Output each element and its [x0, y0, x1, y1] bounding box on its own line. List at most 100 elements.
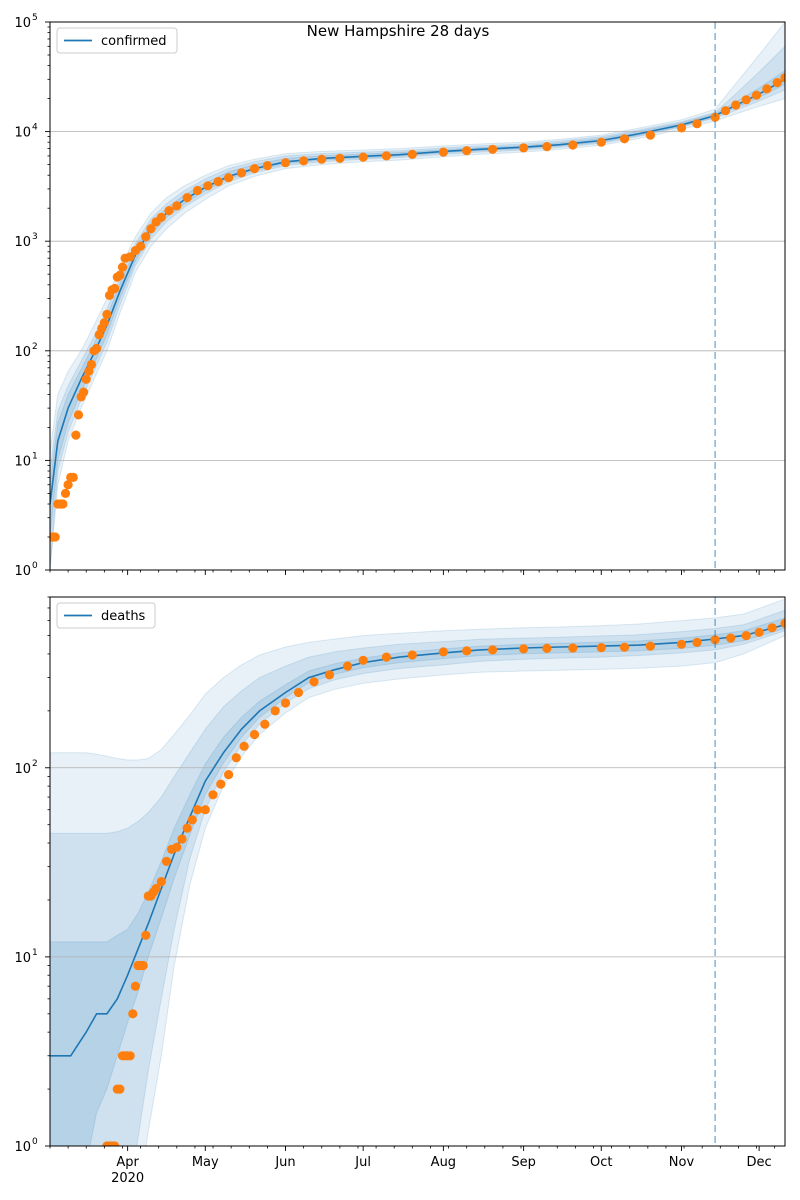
confirmed-observed-point: [676, 123, 687, 133]
deaths-observed-point: [128, 1009, 138, 1019]
confirmed-observed-point: [224, 173, 234, 183]
deaths-observed-point: [177, 834, 187, 844]
confirmed-observed-point: [58, 499, 68, 509]
deaths-observed-point: [676, 639, 687, 649]
confirmed-gridlines: [50, 131, 785, 461]
deaths-observed-point: [151, 883, 161, 894]
deaths-observed-point: [309, 677, 319, 687]
confirmed-observed-point: [280, 158, 291, 168]
confirmed-observed-point: [236, 168, 247, 178]
deaths-axes-frame: [49, 596, 786, 1147]
deaths-observed-point: [438, 647, 448, 657]
deaths-observed-point: [462, 646, 472, 656]
confirmed-observed-point: [488, 144, 498, 154]
deaths-observed-point: [767, 623, 777, 633]
deaths-observed-point: [358, 655, 368, 665]
deaths-observed-point: [200, 805, 210, 815]
confirmed-observed-point: [780, 73, 785, 83]
deaths-observed-point: [692, 637, 702, 648]
confirmed-observed-point: [63, 480, 73, 490]
deaths-y-tick-label: 10: [14, 1140, 31, 1155]
deaths-observed-point: [381, 652, 391, 662]
confirmed-observed-point: [262, 161, 272, 171]
confirmed-observed-point: [192, 185, 203, 196]
confirmed-observed-point: [772, 78, 782, 88]
deaths-observed-point: [710, 635, 720, 645]
confirmed-observed-point: [110, 283, 120, 294]
confirmed-observed-point: [125, 252, 135, 262]
confirmed-observed-point: [438, 147, 448, 157]
deaths-observed-point: [239, 741, 249, 751]
confirmed-y-tick-exponent: 2: [32, 342, 38, 352]
confirmed-observed-point: [172, 201, 182, 211]
deaths-observed-point: [645, 641, 656, 651]
confirmed-observed-point: [542, 142, 552, 152]
confirmed-observed-points: [50, 73, 785, 542]
deaths-observed-point: [208, 790, 218, 800]
confirmed-observed-point: [156, 212, 166, 222]
confirmed-observed-point: [71, 430, 81, 440]
confirmed-axes-frame: [49, 21, 786, 571]
deaths-observed-point: [125, 1051, 135, 1061]
chart-title: New Hampshire 28 days: [307, 22, 490, 40]
deaths-observed-point: [596, 643, 606, 653]
confirmed-y-tick-exponent: 3: [32, 232, 38, 242]
confirmed-y-tick-label: 10: [14, 16, 31, 31]
deaths-x-tick-label: Oct: [590, 1155, 612, 1170]
confirmed-observed-point: [299, 156, 309, 166]
deaths-observed-point: [110, 1141, 120, 1146]
confirmed-observed-point: [86, 359, 96, 370]
deaths-observed-point: [216, 779, 226, 789]
confirmed-y-tick-label: 10: [14, 235, 31, 250]
confirmed-observed-point: [317, 154, 327, 164]
deaths-y-tick-exponent: 2: [32, 759, 38, 769]
deaths-observed-points: [102, 618, 785, 1146]
confirmed-observed-point: [751, 90, 762, 100]
confirmed-y-tick-exponent: 1: [32, 451, 38, 461]
deaths-observed-point: [619, 642, 630, 652]
deaths-observed-point: [138, 960, 148, 971]
deaths-x-tick-label: Dec: [747, 1155, 772, 1170]
confirmed-observed-point: [249, 164, 260, 174]
deaths-observed-point: [224, 770, 234, 780]
confirmed-y-tick-exponent: 0: [32, 561, 38, 571]
confirmed-observed-point: [596, 137, 606, 147]
confirmed-observed-point: [762, 84, 772, 94]
deaths-observed-point: [568, 643, 578, 653]
confirmed-observed-point: [117, 262, 128, 272]
confirmed-legend-box: [56, 27, 178, 54]
deaths-y-tick-exponent: 0: [32, 1137, 38, 1147]
deaths-observed-point: [754, 627, 764, 638]
deaths-observed-point: [249, 729, 260, 740]
confirmed-observed-point: [381, 151, 391, 161]
confirmed-y-tick-label: 10: [14, 454, 31, 469]
deaths-y-tick-exponent: 1: [32, 948, 38, 958]
confirmed-observed-point: [213, 177, 223, 187]
deaths-observed-point: [741, 631, 751, 641]
confirmed-observed-point: [731, 100, 741, 110]
deaths-observed-point: [280, 698, 291, 708]
confirmed-observed-point: [164, 206, 174, 216]
confirmed-y-tick-label: 10: [14, 345, 31, 360]
deaths-y-tick-label: 10: [14, 762, 31, 777]
deaths-observed-point: [182, 823, 192, 833]
confirmed-observed-point: [692, 119, 702, 129]
confirmed-observed-point: [81, 374, 91, 384]
confirmed-legend-label: confirmed: [101, 34, 167, 49]
confirmed-observed-point: [710, 112, 720, 122]
deaths-band-1: [50, 598, 785, 1146]
deaths-y-tick-label: 10: [14, 951, 31, 966]
deaths-observed-point: [293, 687, 304, 698]
deaths-legend: deaths: [56, 602, 156, 629]
deaths-observed-point: [407, 650, 417, 660]
confirmed-observed-point: [203, 181, 213, 191]
confirmed-observed-point: [182, 193, 192, 203]
confirmed-observed-point: [568, 140, 578, 150]
confirmed-observed-point: [407, 149, 417, 159]
confirmed-x-axis: [49, 570, 776, 575]
deaths-x-tick-label: Nov: [669, 1155, 695, 1170]
deaths-observed-point: [156, 877, 166, 887]
deaths-observed-point: [141, 930, 151, 940]
